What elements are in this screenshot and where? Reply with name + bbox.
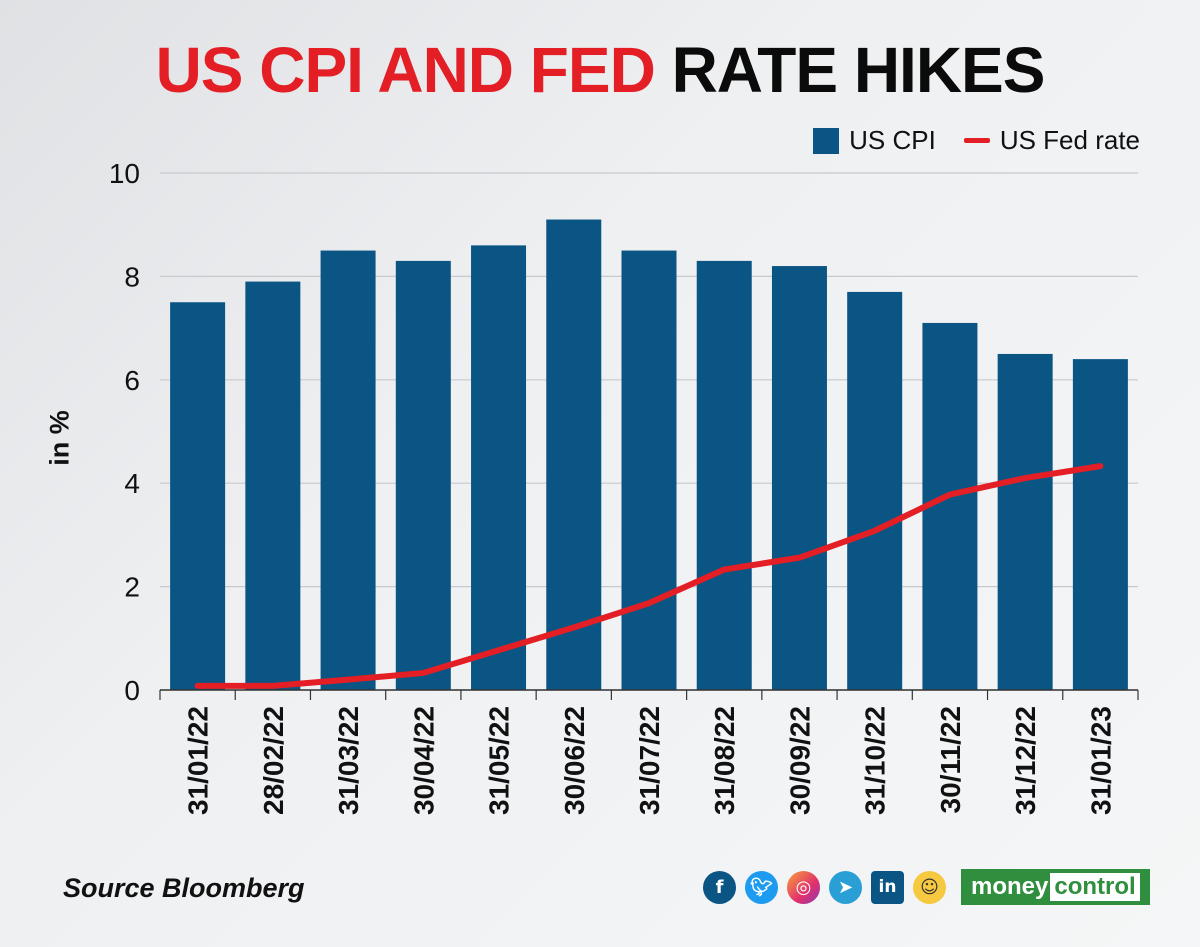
bar-us-cpi <box>471 245 527 690</box>
legend-item-cpi: US CPI <box>813 125 936 156</box>
x-tick-label: 31/12/22 <box>1010 706 1041 815</box>
x-tick-label: 31/01/23 <box>1085 706 1116 815</box>
point-us-fed-rate <box>798 557 800 559</box>
bar-us-cpi <box>696 260 752 690</box>
chart-title: US CPI AND FED RATE HIKES <box>0 30 1200 110</box>
bar-us-cpi <box>771 266 827 690</box>
bar-us-cpi <box>546 219 602 690</box>
legend-swatch-line <box>963 138 990 143</box>
bar-us-cpi <box>997 353 1053 690</box>
bar-us-cpi <box>1072 359 1128 690</box>
bar-us-cpi <box>621 250 677 691</box>
legend-swatch-bar <box>813 127 840 154</box>
facebook-icon[interactable]: f <box>703 870 736 904</box>
legend: US CPI US Fed rate <box>813 125 1140 156</box>
x-tick-label: 31/07/22 <box>634 706 665 815</box>
legend-label-fed-rate: US Fed rate <box>999 125 1140 155</box>
telegram-icon[interactable]: ➤ <box>829 870 862 904</box>
title-red-part: US CPI AND FED <box>155 34 656 106</box>
x-tick-label: 30/09/22 <box>784 706 815 815</box>
point-us-fed-rate <box>197 685 199 687</box>
source-note: Source Bloomberg <box>63 873 305 903</box>
point-us-fed-rate <box>1024 477 1026 479</box>
linkedin-icon[interactable]: in <box>871 870 904 904</box>
title-black-part: RATE HIKES <box>671 34 1046 106</box>
point-us-fed-rate <box>422 672 424 674</box>
point-us-fed-rate <box>272 685 274 687</box>
x-tick-label: 28/02/22 <box>258 706 289 815</box>
y-tick-label: 2 <box>124 572 140 603</box>
moneycontrol-logo: money control <box>961 869 1150 905</box>
y-tick-label: 10 <box>109 158 140 189</box>
y-tick-label: 6 <box>124 365 140 396</box>
social-icons: f 🐦︎ ◎ ➤ in ☺ money control <box>703 869 1150 905</box>
y-tick-label: 4 <box>124 468 140 499</box>
brand-part-control: control <box>1050 873 1140 901</box>
point-us-fed-rate <box>874 530 876 532</box>
bar-us-cpi <box>320 250 376 691</box>
legend-label-cpi: US CPI <box>849 125 936 155</box>
y-tick-label: 0 <box>124 675 140 706</box>
x-tick-label: 31/08/22 <box>709 706 740 815</box>
instagram-icon[interactable]: ◎ <box>787 870 820 904</box>
bar-us-cpi <box>847 291 903 690</box>
point-us-fed-rate <box>347 679 349 681</box>
point-us-fed-rate <box>573 626 575 628</box>
bar-us-cpi <box>170 302 226 690</box>
x-tick-label: 31/10/22 <box>860 706 891 815</box>
point-us-fed-rate <box>498 649 500 651</box>
point-us-fed-rate <box>949 494 951 496</box>
x-tick-label: 30/06/22 <box>559 706 590 815</box>
twitter-icon[interactable]: 🐦︎ <box>745 870 778 904</box>
x-tick-label: 31/05/22 <box>484 706 515 815</box>
legend-item-fed-rate: US Fed rate <box>963 125 1140 156</box>
x-tick-label: 30/11/22 <box>935 706 966 813</box>
x-tick-label: 31/01/22 <box>183 706 214 815</box>
y-tick-label: 8 <box>124 261 140 292</box>
brand-part-money: money <box>971 873 1049 900</box>
bar-us-cpi <box>395 260 451 690</box>
point-us-fed-rate <box>1099 465 1101 467</box>
bar-us-cpi <box>245 281 301 690</box>
point-us-fed-rate <box>723 569 725 571</box>
koo-icon[interactable]: ☺ <box>913 870 946 904</box>
point-us-fed-rate <box>648 602 650 604</box>
x-tick-label: 31/03/22 <box>333 706 364 815</box>
x-tick-label: 30/04/22 <box>408 706 439 815</box>
